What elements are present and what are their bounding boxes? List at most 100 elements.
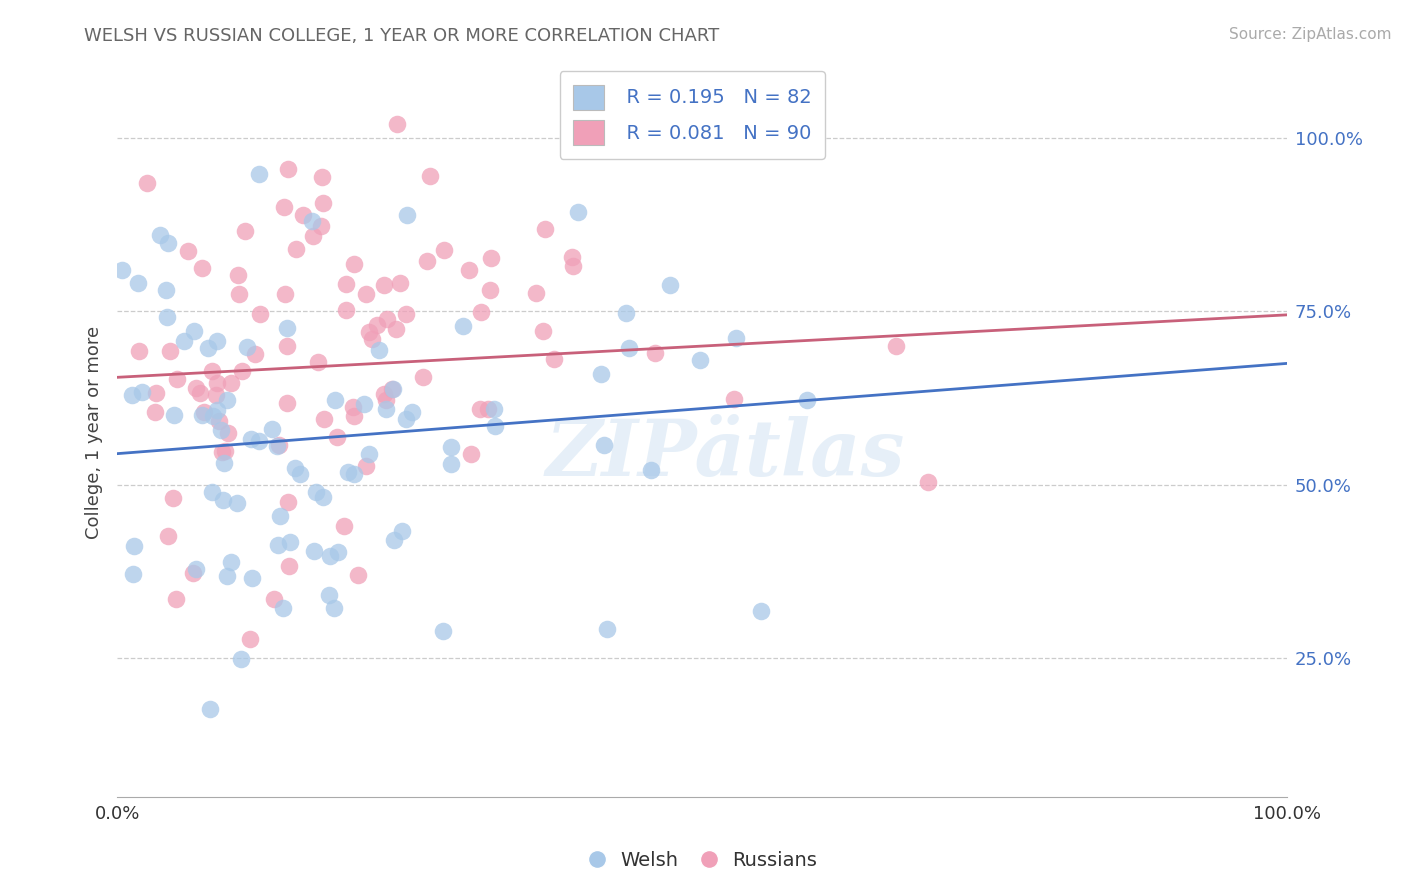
Point	[205, 334, 228, 348]
Point	[249, 307, 271, 321]
Point	[479, 284, 502, 298]
Point	[240, 571, 263, 585]
Point	[561, 259, 583, 273]
Point	[368, 343, 391, 357]
Point	[201, 484, 224, 499]
Point	[221, 555, 243, 569]
Point	[357, 447, 380, 461]
Point	[796, 392, 818, 407]
Point	[217, 392, 239, 407]
Point	[269, 438, 291, 452]
Point	[366, 318, 388, 332]
Point	[217, 568, 239, 582]
Point	[567, 205, 589, 219]
Point	[274, 287, 297, 301]
Point	[389, 276, 412, 290]
Point	[309, 219, 332, 233]
Point	[373, 386, 395, 401]
Point	[311, 169, 333, 184]
Point	[419, 169, 441, 183]
Point	[342, 400, 364, 414]
Point	[111, 263, 134, 277]
Point	[391, 524, 413, 538]
Point	[617, 341, 640, 355]
Point	[326, 429, 349, 443]
Point	[460, 446, 482, 460]
Point	[239, 632, 262, 646]
Point	[209, 423, 232, 437]
Point	[226, 496, 249, 510]
Point	[395, 411, 418, 425]
Point	[432, 624, 454, 638]
Point	[412, 370, 434, 384]
Point	[312, 490, 335, 504]
Point	[278, 558, 301, 573]
Point	[385, 321, 408, 335]
Point	[288, 467, 311, 481]
Point	[159, 344, 181, 359]
Point	[229, 652, 252, 666]
Point	[157, 235, 180, 250]
Point	[156, 310, 179, 324]
Point	[277, 495, 299, 509]
Point	[226, 268, 249, 282]
Point	[644, 345, 666, 359]
Point	[531, 324, 554, 338]
Point	[219, 376, 242, 390]
Point	[356, 287, 378, 301]
Point	[260, 422, 283, 436]
Point	[382, 382, 405, 396]
Point	[479, 251, 502, 265]
Point	[277, 161, 299, 176]
Point	[335, 303, 357, 318]
Point	[374, 401, 396, 416]
Point	[149, 227, 172, 242]
Point	[440, 457, 463, 471]
Point	[177, 244, 200, 258]
Point	[184, 562, 207, 576]
Point	[121, 388, 143, 402]
Point	[193, 405, 215, 419]
Point	[284, 243, 307, 257]
Point	[191, 409, 214, 423]
Point	[181, 566, 204, 581]
Point	[212, 493, 235, 508]
Point	[354, 458, 377, 473]
Point	[343, 409, 366, 424]
Point	[416, 254, 439, 268]
Point	[451, 318, 474, 333]
Point	[247, 434, 270, 449]
Point	[198, 702, 221, 716]
Point	[395, 307, 418, 321]
Point	[385, 117, 408, 131]
Point	[343, 257, 366, 271]
Point	[165, 591, 187, 606]
Point	[211, 445, 233, 459]
Text: Source: ZipAtlas.com: Source: ZipAtlas.com	[1229, 27, 1392, 42]
Point	[276, 320, 298, 334]
Point	[201, 364, 224, 378]
Point	[304, 543, 326, 558]
Point	[155, 283, 177, 297]
Point	[723, 392, 745, 406]
Point	[458, 262, 481, 277]
Point	[305, 484, 328, 499]
Point	[343, 467, 366, 481]
Point	[328, 544, 350, 558]
Point	[127, 277, 149, 291]
Point	[197, 341, 219, 355]
Point	[382, 533, 405, 547]
Point	[314, 412, 336, 426]
Point	[725, 330, 748, 344]
Point	[319, 549, 342, 563]
Point	[157, 529, 180, 543]
Point	[659, 278, 682, 293]
Point	[163, 408, 186, 422]
Point	[307, 355, 329, 369]
Point	[267, 538, 290, 552]
Point	[122, 539, 145, 553]
Point	[188, 386, 211, 401]
Text: ZIPätlas: ZIPätlas	[546, 417, 905, 493]
Point	[884, 339, 907, 353]
Point	[143, 405, 166, 419]
